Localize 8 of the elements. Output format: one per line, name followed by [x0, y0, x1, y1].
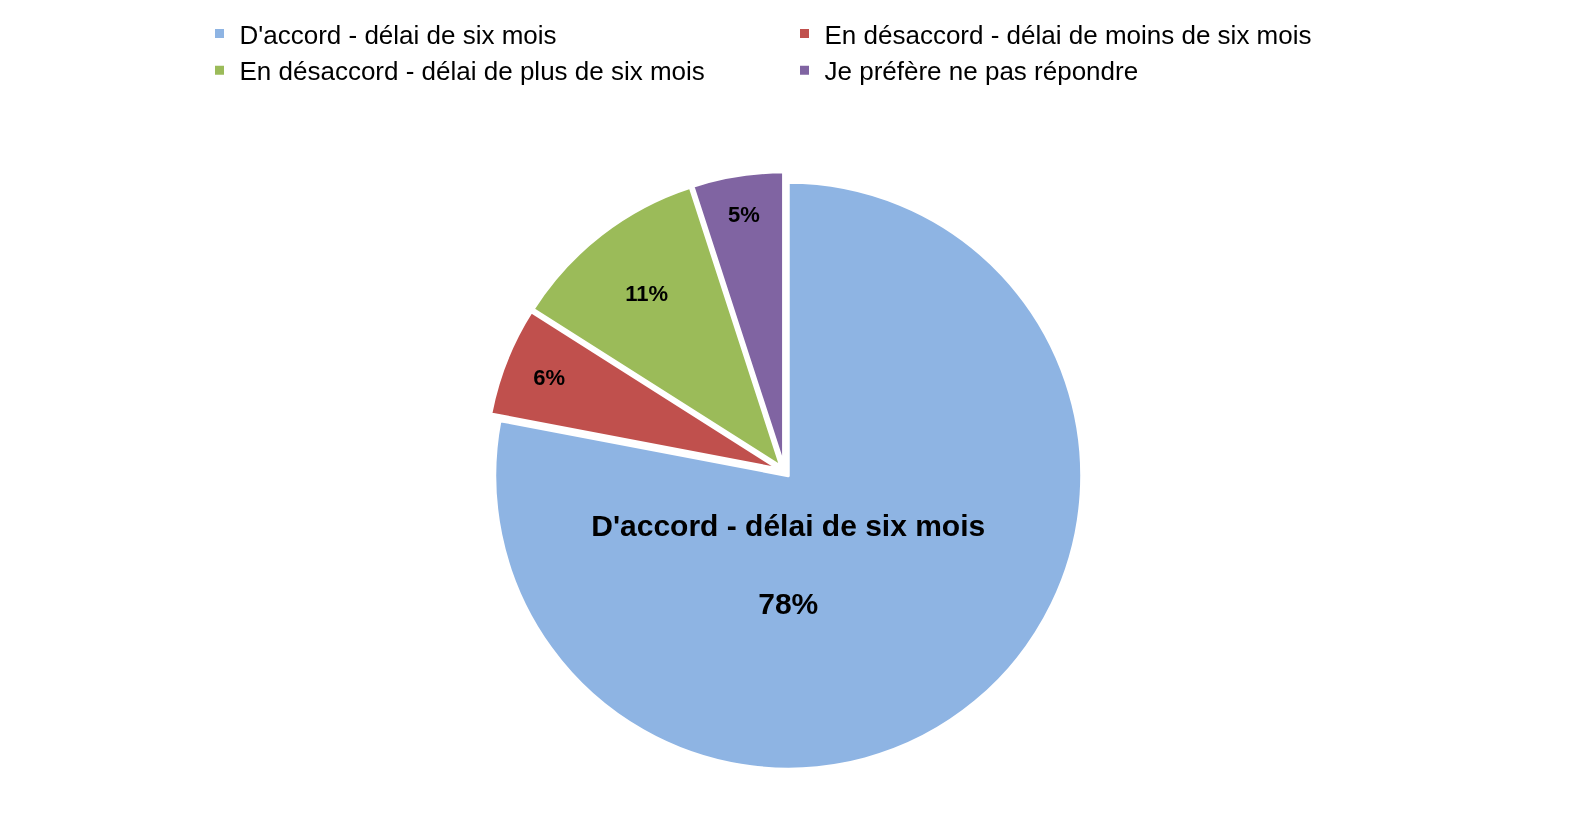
legend-label: En désaccord - délai de moins de six mois [824, 19, 1312, 50]
legend-label: Je préfère ne pas répondre [824, 56, 1139, 87]
legend-label: En désaccord - délai de plus de six mois [239, 56, 705, 87]
data-label: 5% [727, 202, 760, 228]
data-label: 11% [625, 280, 668, 306]
data-label: 6% [533, 365, 566, 391]
text: D'accord - délai de six mois 78% [591, 509, 986, 621]
legend-label: D'accord - délai de six mois [239, 19, 557, 50]
